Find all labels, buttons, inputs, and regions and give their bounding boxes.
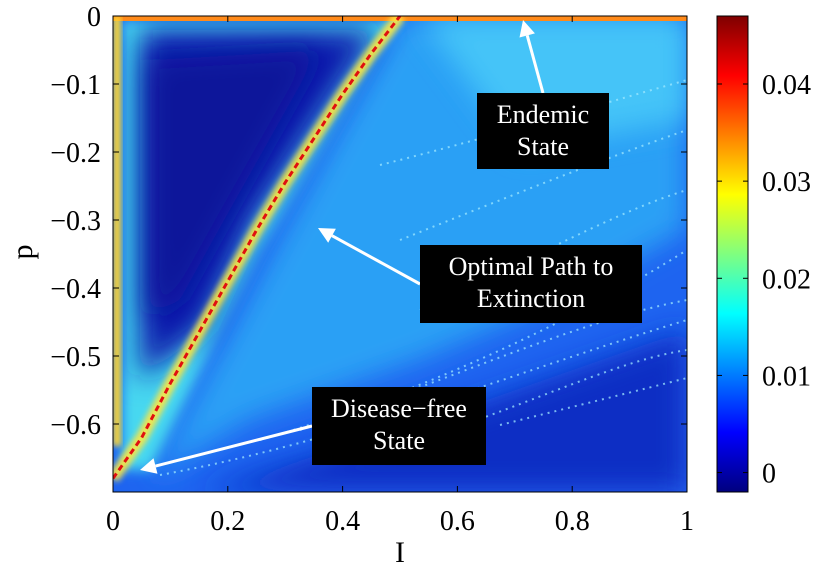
plot-frame xyxy=(112,15,688,493)
y-tick-label: −0.3 xyxy=(50,206,101,237)
x-tick-label: 0.4 xyxy=(325,506,360,537)
annotation-arrow-head xyxy=(318,228,336,243)
y-tick-label: 0 xyxy=(87,2,101,33)
colorbar-tick-label: 0.02 xyxy=(762,264,811,295)
optimal-path-line xyxy=(113,16,402,480)
annotation-text: Disease−free xyxy=(331,394,467,423)
annotation: Endemic State xyxy=(477,20,609,169)
y-tick-label: −0.2 xyxy=(50,138,101,169)
y-tick-label: −0.1 xyxy=(50,70,101,101)
annotation-box xyxy=(312,387,486,465)
colorbar-tick-label: 0.04 xyxy=(762,70,811,101)
x-axis-ticks: 0 0.2 0.4 0.6 0.8 1 xyxy=(106,16,694,537)
colorbar-tick-label: 0 xyxy=(762,459,776,490)
x-tick-label: 0.8 xyxy=(555,506,590,537)
x-axis-label: I xyxy=(395,536,405,568)
annotation-arrow-shaft xyxy=(331,234,421,286)
annotation-text: Extinction xyxy=(477,284,585,313)
x-tick-label: 0 xyxy=(106,506,120,537)
annotation-arrow-shaft xyxy=(525,35,545,94)
colorbar-tick-label: 0.01 xyxy=(762,361,811,392)
x-tick-label: 1 xyxy=(680,506,694,537)
left-edge-band xyxy=(113,16,121,446)
y-tick-label: −0.5 xyxy=(50,342,101,373)
y-axis-ticks: 0 −0.1 −0.2 −0.3 −0.4 −0.5 −0.6 xyxy=(50,2,687,441)
annotation-text: State xyxy=(373,426,425,455)
inner-darkest-region xyxy=(150,50,320,320)
annotation-arrow-head xyxy=(519,20,535,38)
lower-right-dark xyxy=(200,330,687,492)
x-tick-label: 0.6 xyxy=(440,506,475,537)
annotation-text: State xyxy=(517,132,569,161)
colorbar-tick-label: 0.03 xyxy=(762,167,811,198)
y-axis-label: p xyxy=(6,245,39,260)
x-tick-label: 0.2 xyxy=(210,506,245,537)
colorbar xyxy=(716,15,749,493)
annotation-text: Endemic xyxy=(497,100,589,129)
colorbar-ticks: 0 0.01 0.02 0.03 0.04 xyxy=(717,70,811,490)
annotation-arrow-shaft xyxy=(155,424,313,468)
annotations: Endemic State Optimal Path to Extinction Dis… xyxy=(140,20,642,474)
annotation-text: Optimal Path to xyxy=(449,252,614,281)
annotation-box xyxy=(420,245,642,323)
y-tick-label: −0.6 xyxy=(50,410,101,441)
annotation: Optimal Path to Extinction xyxy=(318,228,642,323)
y-tick-label: −0.4 xyxy=(50,274,101,305)
annotation-box xyxy=(477,93,609,169)
annotation: Disease−free State xyxy=(140,387,486,474)
annotation-arrow-head xyxy=(140,458,158,474)
upper-right-bright xyxy=(420,16,687,150)
